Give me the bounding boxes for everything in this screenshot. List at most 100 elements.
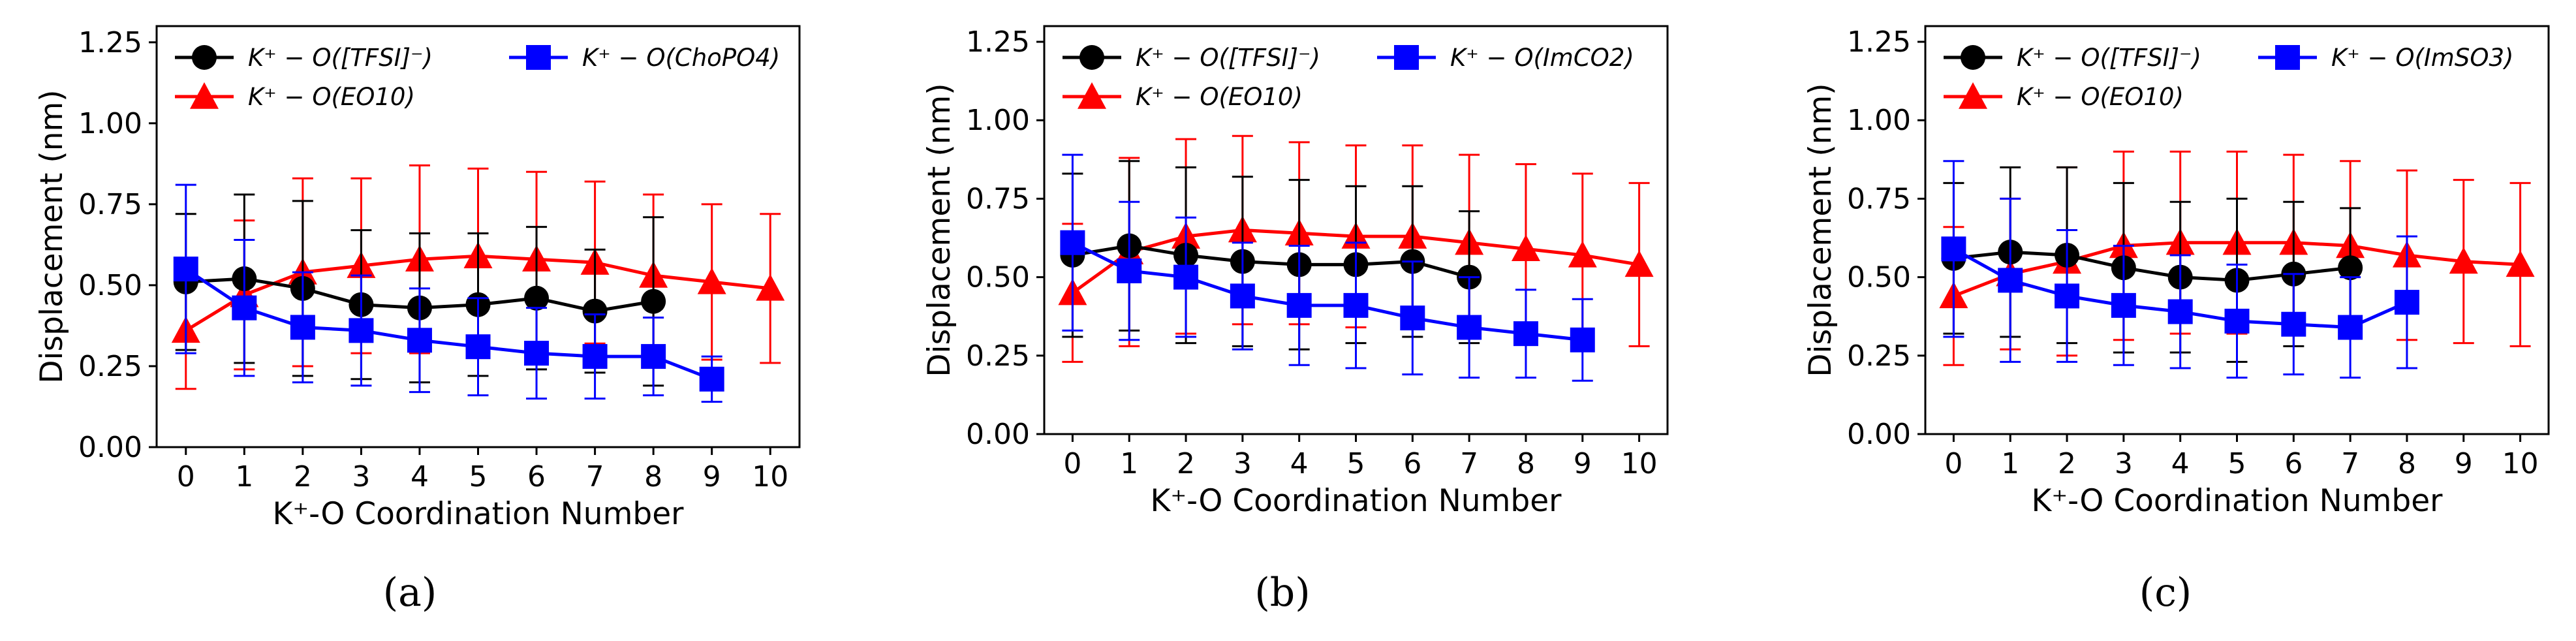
y-tick-label: 0.00 — [966, 418, 1030, 451]
plot-c: 0.00 0.25 0.50 0.75 1.00 1.25 0 1 2 3 4 5 6 7 8 9 10 K⁺-O… — [1803, 25, 2550, 519]
x-tick-label: 10 — [1621, 447, 1658, 480]
legend-marker — [1079, 45, 1104, 70]
legend-label: K⁺ − O(EO10) — [2017, 83, 2184, 111]
y-tick-label: 0.50 — [1847, 261, 1911, 294]
legend-label: K⁺ − O(ImCO2) — [1450, 44, 1634, 72]
series-line — [1072, 241, 1583, 342]
x-tick-label: 4 — [1290, 447, 1309, 480]
x-tick-label: 8 — [2398, 447, 2416, 480]
y-axis-title: Displacement (nm) — [34, 89, 70, 383]
data-point — [2111, 292, 2136, 318]
legend-marker — [526, 45, 551, 70]
data-point — [2338, 315, 2363, 340]
x-tick-label: 4 — [411, 460, 429, 493]
data-point — [1286, 292, 1312, 318]
data-point — [1568, 240, 1597, 268]
y-tick-label: 0.75 — [1847, 182, 1911, 215]
legend-marker — [1961, 45, 1985, 70]
x-tick-label: 8 — [1517, 447, 1535, 480]
x-tick-label: 10 — [752, 460, 788, 493]
data-point — [2394, 290, 2419, 315]
x-tick-label: 7 — [2341, 447, 2359, 480]
legend-marker — [1959, 82, 1987, 109]
x-tick-label: 3 — [352, 460, 370, 493]
y-tick-label: 1.00 — [966, 104, 1030, 137]
y-tick-label: 0.50 — [78, 269, 142, 302]
legend-marker — [1078, 82, 1106, 109]
x-tick-label: 8 — [644, 460, 662, 493]
x-tick-label: 1 — [1120, 447, 1138, 480]
data-point — [290, 315, 315, 340]
data-point — [1400, 305, 1425, 331]
legend-marker — [1394, 45, 1419, 70]
x-tick-label: 9 — [703, 460, 721, 493]
x-tick-label: 1 — [2001, 447, 2019, 480]
data-point — [641, 289, 666, 314]
legend: K⁺ − O([TFSI]⁻) K⁺ − O(EO10) K⁺ − O(ChoPO4… — [175, 44, 780, 111]
x-tick-label: 6 — [2284, 447, 2303, 480]
x-tick-label: 7 — [1460, 447, 1478, 480]
plot-b: 0.00 0.25 0.50 0.75 1.00 1.25 0 1 2 3 4 5 6 7 8 9 10 K⁺-O… — [922, 25, 1669, 519]
data-point — [582, 298, 608, 324]
x-tick-label: 1 — [235, 460, 253, 493]
legend-label: K⁺ − O([TFSI]⁻) — [1136, 44, 1320, 72]
x-tick-label: 5 — [469, 460, 488, 493]
data-point — [699, 366, 724, 392]
x-axis-title: K⁺-O Coordination Number — [273, 496, 685, 532]
data-point — [524, 341, 550, 366]
x-tick-label: 4 — [2171, 447, 2190, 480]
y-tick-label: 1.00 — [1847, 104, 1911, 137]
x-tick-label: 2 — [294, 460, 312, 493]
data-point — [232, 295, 257, 320]
legend-label: K⁺ − O([TFSI]⁻) — [248, 44, 433, 72]
panel-label-b: (b) — [1254, 570, 1310, 616]
x-tick-label: 2 — [2058, 447, 2076, 480]
data-point — [349, 318, 374, 343]
x-tick-label: 9 — [2455, 447, 2473, 480]
x-tick-label: 7 — [586, 460, 604, 493]
data-point — [1570, 327, 1595, 352]
y-axis-title: Displacement (nm) — [922, 83, 957, 377]
data-point — [2224, 308, 2250, 334]
data-point — [1998, 268, 2023, 293]
data-point — [697, 267, 726, 294]
panel-a: 0.00 0.25 0.50 0.75 1.00 1.25 0 1 2 3 4 5 6 7 8 9 10 K⁺-O… — [34, 25, 801, 616]
legend-marker — [190, 82, 219, 109]
data-point — [465, 334, 491, 360]
panel-label-c: (c) — [2139, 570, 2192, 616]
data-point — [1117, 258, 1142, 283]
legend-label: K⁺ − O(ImSO3) — [2331, 44, 2513, 72]
plot-a: 0.00 0.25 0.50 0.75 1.00 1.25 0 1 2 3 4 5 6 7 8 9 10 K⁺-O… — [34, 25, 801, 532]
y-tick-label: 0.25 — [1847, 339, 1911, 373]
data-point — [1513, 321, 1538, 347]
data-point — [641, 344, 666, 369]
y-tick-label: 0.75 — [966, 182, 1030, 215]
panel-b: 0.00 0.25 0.50 0.75 1.00 1.25 0 1 2 3 4 5 6 7 8 9 10 K⁺-O… — [922, 25, 1669, 616]
series-square — [1060, 153, 1595, 382]
data-point — [1457, 315, 1482, 340]
legend-marker — [2275, 45, 2300, 70]
y-tick-label: 0.50 — [966, 261, 1030, 294]
legend-marker — [192, 45, 217, 70]
y-tick-label: 0.00 — [1847, 418, 1911, 451]
x-tick-label: 10 — [2502, 447, 2539, 480]
y-tick-label: 1.25 — [966, 25, 1030, 59]
data-point — [2055, 283, 2080, 309]
y-axis-title: Displacement (nm) — [1803, 83, 1839, 377]
data-point — [1060, 230, 1085, 255]
y-tick-label: 0.75 — [78, 188, 142, 221]
data-point — [407, 328, 432, 353]
data-point — [1343, 292, 1369, 318]
panel-label-a: (a) — [383, 570, 437, 616]
legend-label: K⁺ − O(ChoPO4) — [582, 44, 780, 72]
data-point — [173, 257, 198, 282]
y-tick-label: 0.25 — [966, 339, 1030, 373]
x-tick-label: 9 — [1574, 447, 1592, 480]
series-square — [1941, 160, 2419, 379]
legend: K⁺ − O([TFSI]⁻) K⁺ − O(EO10) K⁺ − O(ImCO2) — [1063, 44, 1634, 111]
y-tick-label: 1.25 — [78, 26, 142, 59]
legend-label: K⁺ − O([TFSI]⁻) — [2017, 44, 2201, 72]
panel-c: 0.00 0.25 0.50 0.75 1.00 1.25 0 1 2 3 4 5 6 7 8 9 10 K⁺-O… — [1803, 25, 2550, 616]
x-axis-title: K⁺-O Coordination Number — [2032, 483, 2444, 519]
